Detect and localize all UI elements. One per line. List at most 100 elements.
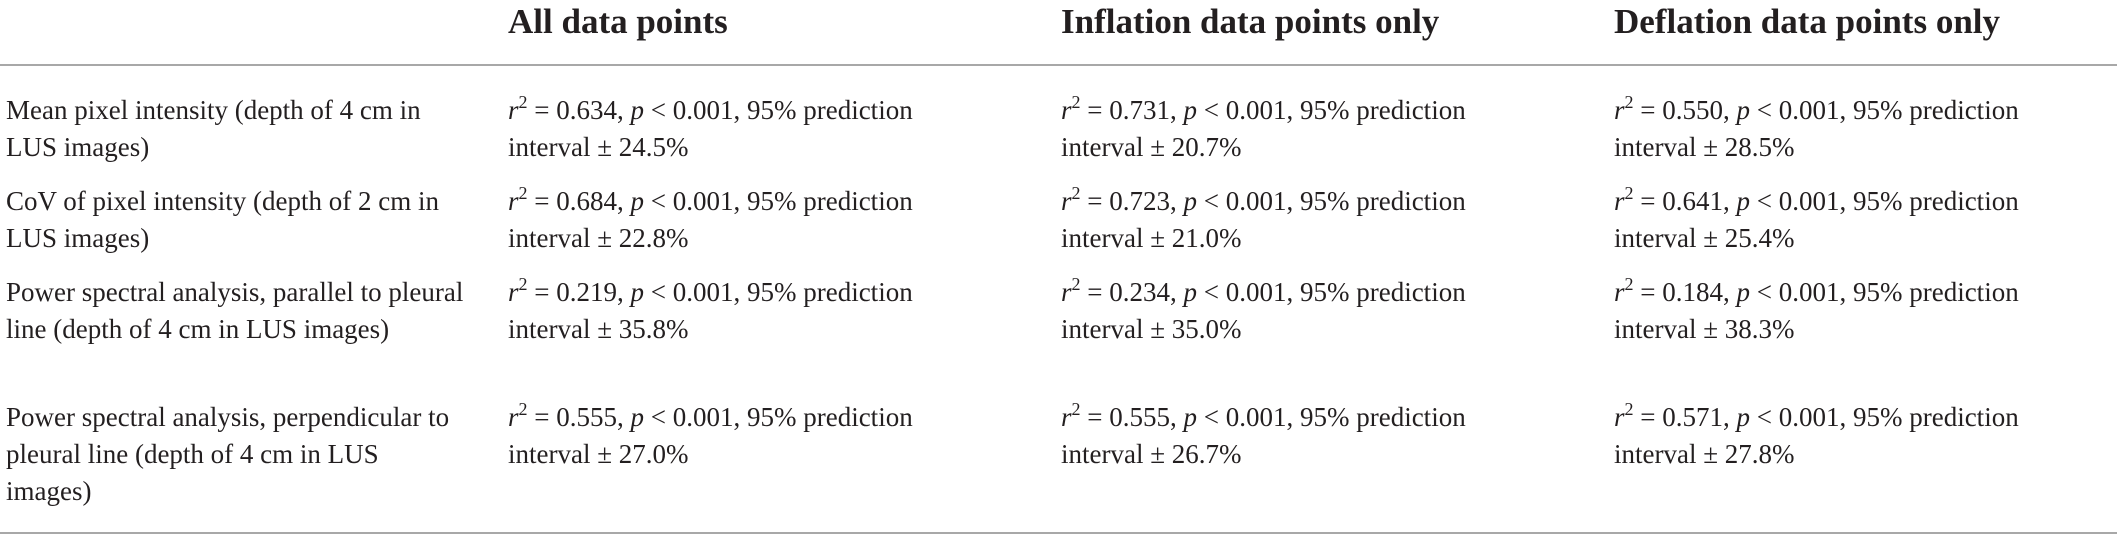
p-value: < 0.001 — [1756, 186, 1840, 216]
equals-sign: = — [527, 186, 557, 216]
r2-value: 0.219 — [556, 277, 617, 307]
column-header-deflation: Deflation data points only — [1614, 2, 2001, 41]
interval-word: interval — [1061, 132, 1151, 162]
r-symbol: r — [1061, 402, 1072, 432]
p-symbol: p — [1736, 95, 1751, 125]
p-symbol: p — [630, 186, 645, 216]
prediction-text: , 95% prediction — [1286, 95, 1466, 125]
interval-value: ± 21.0% — [1150, 223, 1242, 253]
interval-word: interval — [1061, 314, 1151, 344]
stat-cell: r2 = 0.550, p < 0.001, 95% prediction int… — [1614, 92, 2019, 162]
interval-value: ± 22.8% — [597, 223, 689, 253]
p-value: < 0.001 — [1203, 402, 1287, 432]
metric-label: Power spectral analysis, perpendicular t… — [6, 402, 450, 506]
interval-value: ± 26.7% — [1150, 439, 1242, 469]
interval-word: interval — [1614, 132, 1704, 162]
p-value: < 0.001 — [1203, 186, 1287, 216]
interval-word: interval — [508, 223, 598, 253]
interval-value: ± 35.0% — [1150, 314, 1242, 344]
metric-label: Mean pixel intensity (depth of 4 cm in L… — [6, 95, 421, 162]
r-symbol: r — [1614, 95, 1625, 125]
equals-sign: = — [1080, 277, 1110, 307]
interval-value: ± 27.8% — [1703, 439, 1795, 469]
stat-cell: r2 = 0.184, p < 0.001, 95% prediction int… — [1614, 274, 2019, 344]
r-exponent: 2 — [1624, 274, 1634, 294]
interval-word: interval — [1614, 223, 1704, 253]
prediction-text: , 95% prediction — [1839, 277, 2019, 307]
equals-sign: = — [527, 277, 557, 307]
prediction-text: , 95% prediction — [1839, 95, 2019, 125]
prediction-text: , 95% prediction — [1839, 402, 2019, 432]
r-exponent: 2 — [518, 92, 528, 112]
r-symbol: r — [1061, 186, 1072, 216]
r-exponent: 2 — [1071, 399, 1081, 419]
r-symbol: r — [1061, 277, 1072, 307]
r2-value: 0.184 — [1662, 277, 1723, 307]
table-header: All data points Inflation data points on… — [0, 0, 2117, 64]
interval-word: interval — [1614, 314, 1704, 344]
r2-value: 0.555 — [1109, 402, 1170, 432]
interval-value: ± 24.5% — [597, 132, 689, 162]
stat-cell: r2 = 0.634, p < 0.001, 95% prediction int… — [508, 92, 913, 162]
interval-word: interval — [508, 132, 598, 162]
equals-sign: = — [1633, 402, 1663, 432]
interval-value: ± 27.0% — [597, 439, 689, 469]
p-symbol: p — [1183, 95, 1198, 125]
r-exponent: 2 — [1624, 399, 1634, 419]
p-value: < 0.001 — [650, 402, 734, 432]
prediction-text: , 95% prediction — [1286, 277, 1466, 307]
p-symbol: p — [1736, 186, 1751, 216]
metric-label: CoV of pixel intensity (depth of 2 cm in… — [6, 186, 439, 253]
interval-word: interval — [508, 439, 598, 469]
stat-cell: r2 = 0.555, p < 0.001, 95% prediction int… — [508, 399, 913, 469]
r2-value: 0.550 — [1662, 95, 1723, 125]
r2-value: 0.641 — [1662, 186, 1723, 216]
r-symbol: r — [508, 402, 519, 432]
prediction-text: , 95% prediction — [1286, 186, 1466, 216]
r-symbol: r — [508, 95, 519, 125]
p-symbol: p — [630, 402, 645, 432]
interval-value: ± 28.5% — [1703, 132, 1795, 162]
column-header-all: All data points — [508, 2, 728, 41]
equals-sign: = — [527, 95, 557, 125]
interval-value: ± 35.8% — [597, 314, 689, 344]
p-value: < 0.001 — [1756, 402, 1840, 432]
prediction-text: , 95% prediction — [733, 277, 913, 307]
p-symbol: p — [1183, 277, 1198, 307]
interval-word: interval — [1614, 439, 1704, 469]
r2-value: 0.684 — [556, 186, 617, 216]
prediction-text: , 95% prediction — [1286, 402, 1466, 432]
p-symbol: p — [630, 277, 645, 307]
equals-sign: = — [1080, 402, 1110, 432]
interval-word: interval — [508, 314, 598, 344]
r-symbol: r — [1614, 186, 1625, 216]
interval-value: ± 25.4% — [1703, 223, 1795, 253]
p-symbol: p — [1183, 186, 1198, 216]
interval-word: interval — [1061, 439, 1151, 469]
stat-cell: r2 = 0.571, p < 0.001, 95% prediction int… — [1614, 399, 2019, 469]
metric-label: Power spectral analysis, parallel to ple… — [6, 277, 464, 344]
p-symbol: p — [1183, 402, 1198, 432]
r-symbol: r — [1061, 95, 1072, 125]
interval-value: ± 20.7% — [1150, 132, 1242, 162]
p-value: < 0.001 — [1756, 277, 1840, 307]
r2-value: 0.723 — [1109, 186, 1170, 216]
p-symbol: p — [1736, 402, 1751, 432]
p-value: < 0.001 — [1756, 95, 1840, 125]
p-symbol: p — [630, 95, 645, 125]
stat-cell: r2 = 0.723, p < 0.001, 95% prediction int… — [1061, 183, 1466, 253]
equals-sign: = — [1633, 95, 1663, 125]
interval-word: interval — [1061, 223, 1151, 253]
stat-cell: r2 = 0.731, p < 0.001, 95% prediction int… — [1061, 92, 1466, 162]
p-value: < 0.001 — [650, 186, 734, 216]
prediction-text: , 95% prediction — [733, 402, 913, 432]
r-symbol: r — [508, 277, 519, 307]
stat-cell: r2 = 0.234, p < 0.001, 95% prediction int… — [1061, 274, 1466, 344]
prediction-text: , 95% prediction — [1839, 186, 2019, 216]
r2-value: 0.634 — [556, 95, 617, 125]
stat-cell: r2 = 0.219, p < 0.001, 95% prediction int… — [508, 274, 913, 344]
column-header-inflation: Inflation data points only — [1061, 2, 1440, 41]
p-value: < 0.001 — [650, 277, 734, 307]
stat-cell: r2 = 0.555, p < 0.001, 95% prediction int… — [1061, 399, 1466, 469]
